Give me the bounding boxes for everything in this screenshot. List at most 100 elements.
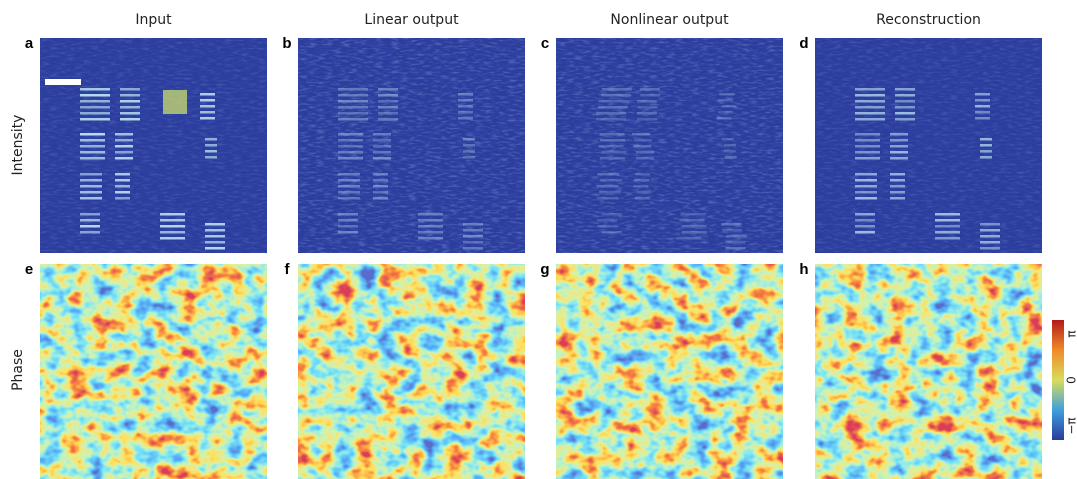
bar-pattern [635,197,650,200]
bar-pattern [200,117,215,120]
bar-pattern [80,100,110,103]
bar-pattern [855,173,877,176]
bar-pattern [120,94,140,97]
bar-pattern [373,191,388,194]
bar-pattern [200,111,215,114]
bar-pattern [80,191,102,194]
bar-pattern [722,105,737,108]
bar-pattern [338,112,368,115]
bar-pattern [373,145,391,148]
bar-pattern [338,213,358,216]
colorbar [1052,320,1064,440]
bar-pattern [80,88,110,91]
bar-pattern [205,156,217,159]
bar-pattern [602,231,622,234]
bar-pattern [338,133,363,136]
row-label: Phase [10,349,26,391]
bar-pattern [205,247,225,250]
bar-pattern [890,179,905,182]
bar-pattern [373,139,391,142]
bar-pattern [115,145,133,148]
bar-pattern [378,94,398,97]
bar-pattern [205,138,217,141]
bar-pattern [890,185,905,188]
bar-pattern [463,223,483,226]
bar-pattern [855,118,885,121]
bar-pattern [980,156,992,159]
bar-pattern [633,185,648,188]
bar-pattern [115,191,130,194]
column-title: Linear output [364,12,459,28]
bar-pattern [599,191,621,194]
bar-pattern [895,118,915,121]
bar-pattern [640,94,660,97]
bar-pattern [205,235,225,238]
bar-pattern [418,225,443,228]
bar-pattern [115,139,133,142]
bar-pattern [200,99,215,102]
bar-pattern [724,150,736,153]
panel-letter: h [799,261,808,278]
bar-pattern [636,157,654,160]
bar-pattern [458,117,473,120]
bar-pattern [463,144,475,147]
bar-pattern [120,88,140,91]
bar-pattern [338,225,358,228]
bar-pattern [458,111,473,114]
bar-pattern [602,88,632,91]
bar-pattern [80,94,110,97]
bar-pattern [980,229,1000,232]
bar-pattern [418,237,443,240]
bar-pattern [722,229,742,232]
bar-pattern [980,138,992,141]
bar-pattern [721,223,741,226]
bar-pattern [338,139,363,142]
bar-pattern [115,197,130,200]
bar-pattern [975,105,990,108]
bar-pattern [338,145,363,148]
bar-pattern [373,151,391,154]
bar-pattern [338,151,363,154]
panel-letter: g [540,261,549,278]
bar-pattern [338,118,368,121]
bar-pattern [632,133,650,136]
bar-pattern [725,241,745,244]
phase-image [815,264,1042,479]
bar-pattern [205,241,225,244]
bar-pattern [120,100,140,103]
bar-pattern [458,99,473,102]
figure: Intensity Phase π 0 −π InputLinear outpu… [0,0,1077,479]
bar-pattern [338,191,360,194]
bar-pattern [890,133,908,136]
bar-pattern [463,156,475,159]
bar-pattern [895,88,915,91]
column-title: Input [135,12,172,28]
bar-pattern [115,151,133,154]
bar-pattern [724,144,736,147]
bar-pattern [895,106,915,109]
bar-pattern [855,88,885,91]
bar-pattern [598,145,623,148]
bar-pattern [205,229,225,232]
bar-pattern [418,219,443,222]
bar-pattern [338,173,360,176]
bar-pattern [975,111,990,114]
bar-pattern [855,179,877,182]
bar-pattern [338,179,360,182]
bar-pattern [855,145,880,148]
bar-pattern [115,179,130,182]
bar-pattern [80,106,110,109]
bar-pattern [980,144,992,147]
panel-letter: e [25,261,33,278]
intensity-texture [298,38,525,253]
bar-pattern [418,213,443,216]
bar-pattern [378,100,398,103]
bar-pattern [895,100,915,103]
intensity-texture [40,38,267,253]
bar-pattern [378,112,398,115]
bar-pattern [980,235,1000,238]
bar-pattern [80,145,105,148]
bar-pattern [855,133,880,136]
bar-pattern [855,185,877,188]
bar-pattern [338,185,360,188]
